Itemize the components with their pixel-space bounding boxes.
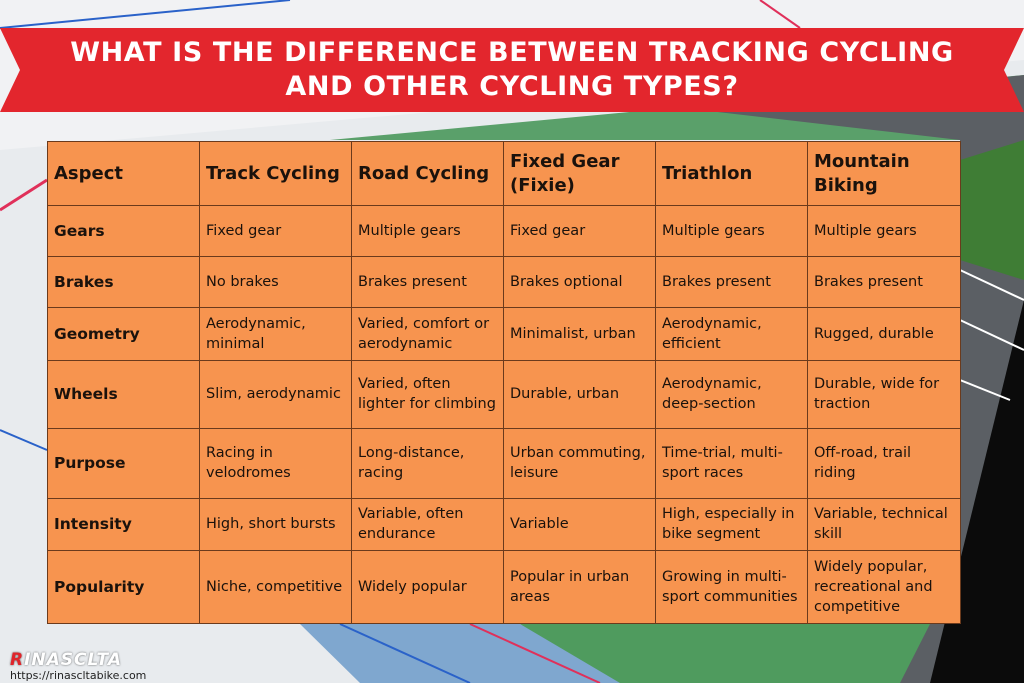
table-cell: Brakes present [807, 256, 961, 309]
table-row: Purpose Racing in velodromes Long-distan… [47, 427, 961, 499]
table-row: Popularity Niche, competitive Widely pop… [47, 549, 961, 625]
brand-logo-r: R [10, 650, 25, 670]
table-cell: Brakes present [655, 256, 808, 309]
table-row: Intensity High, short bursts Variable, o… [47, 497, 961, 551]
brand-logo-text: INASCLTA [24, 650, 122, 670]
comparison-table: Aspect Track Cycling Road Cycling Fixed … [47, 141, 961, 625]
table-cell: Varied, often lighter for climbing [351, 360, 504, 429]
table-row: Wheels Slim, aerodynamic Varied, often l… [47, 360, 961, 429]
table-cell: Aerodynamic, efficient [655, 307, 808, 362]
table-row: Brakes No brakes Brakes present Brakes o… [47, 256, 961, 309]
table-cell: High, short bursts [199, 497, 352, 551]
table-cell: Aerodynamic, minimal [199, 307, 352, 362]
table-cell: Brakes present [351, 256, 504, 309]
row-label: Geometry [47, 307, 200, 362]
table-cell: Variable, technical skill [807, 497, 961, 551]
header-triathlon: Triathlon [655, 141, 808, 206]
row-label: Popularity [47, 549, 200, 625]
header-road-cycling: Road Cycling [351, 141, 504, 206]
page-title: WHAT IS THE DIFFERENCE BETWEEN TRACKING … [70, 37, 954, 102]
table-cell: Brakes optional [503, 256, 656, 309]
header-track-cycling: Track Cycling [199, 141, 352, 206]
table-header-row: Aspect Track Cycling Road Cycling Fixed … [47, 141, 961, 206]
table-cell: High, especially in bike segment [655, 497, 808, 551]
table-cell: Aerodynamic, deep-section [655, 360, 808, 429]
table-cell: Variable, often endurance [351, 497, 504, 551]
table-cell: Off-road, trail riding [807, 427, 961, 499]
table-cell: Long-distance, racing [351, 427, 504, 499]
row-label: Purpose [47, 427, 200, 499]
table-cell: No brakes [199, 256, 352, 309]
table-row: Geometry Aerodynamic, minimal Varied, co… [47, 307, 961, 362]
table-cell: Urban commuting, leisure [503, 427, 656, 499]
table-cell: Time-trial, multi-sport races [655, 427, 808, 499]
header-aspect: Aspect [47, 141, 200, 206]
table-cell: Multiple gears [807, 204, 961, 258]
row-label: Brakes [47, 256, 200, 309]
table-cell: Durable, wide for traction [807, 360, 961, 429]
table-cell: Multiple gears [351, 204, 504, 258]
brand-url: https://rinascltabike.com [10, 669, 147, 682]
table-cell: Widely popular, recreational and competi… [807, 549, 961, 625]
table-cell: Varied, comfort or aerodynamic [351, 307, 504, 362]
table-cell: Niche, competitive [199, 549, 352, 625]
table-cell: Racing in velodromes [199, 427, 352, 499]
table-cell: Minimalist, urban [503, 307, 656, 362]
table-cell: Slim, aerodynamic [199, 360, 352, 429]
header-fixed-gear: Fixed Gear (Fixie) [503, 141, 656, 206]
header-mountain-biking: Mountain Biking [807, 141, 961, 206]
row-label: Intensity [47, 497, 200, 551]
table-cell: Multiple gears [655, 204, 808, 258]
table-cell: Widely popular [351, 549, 504, 625]
brand-logo: RINASCLTA [10, 650, 122, 670]
row-label: Wheels [47, 360, 200, 429]
table-cell: Rugged, durable [807, 307, 961, 362]
table-cell: Fixed gear [503, 204, 656, 258]
table-cell: Growing in multi-sport communities [655, 549, 808, 625]
table-cell: Variable [503, 497, 656, 551]
title-banner: WHAT IS THE DIFFERENCE BETWEEN TRACKING … [0, 28, 1024, 112]
table-row: Gears Fixed gear Multiple gears Fixed ge… [47, 204, 961, 258]
table-cell: Durable, urban [503, 360, 656, 429]
table-cell: Popular in urban areas [503, 549, 656, 625]
table-cell: Fixed gear [199, 204, 352, 258]
row-label: Gears [47, 204, 200, 258]
